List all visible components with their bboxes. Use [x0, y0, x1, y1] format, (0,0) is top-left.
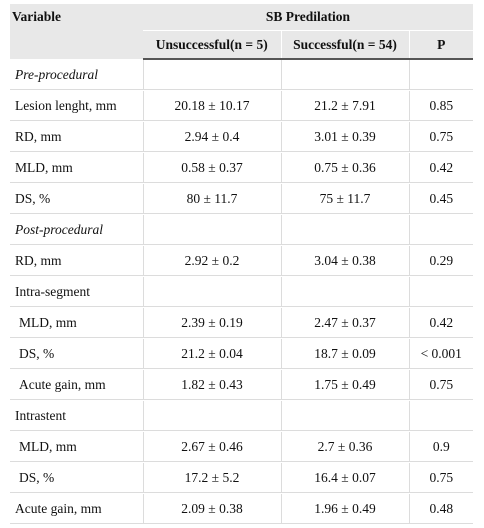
successful-value: 18.7 ± 0.09 — [281, 338, 410, 370]
p-value-header: P — [409, 30, 473, 60]
successful-value: 16.4 ± 0.07 — [281, 462, 410, 494]
table-row: Lesion lenght, mm 20.18 ± 10.17 21.2 ± 7.9… — [10, 90, 473, 122]
unsuccessful-value — [143, 59, 282, 91]
row-label: Post-procedural — [10, 214, 144, 246]
table-row: MLD, mm 2.67 ± 0.46 2.7 ± 0.36 0.9 — [10, 431, 473, 463]
p-value: 0.42 — [409, 152, 473, 184]
group-header: SB Predilation — [143, 4, 473, 31]
table-row: DS, % 21.2 ± 0.04 18.7 ± 0.09 < 0.001 — [10, 338, 473, 370]
p-value: < 0.001 — [409, 338, 473, 370]
p-value: 0.75 — [409, 369, 473, 401]
successful-value — [281, 400, 410, 432]
table-row: Acute gain, mm 1.82 ± 0.43 1.75 ± 0.49 0.75 — [10, 369, 473, 401]
table-row: DS, % 80 ± 11.7 75 ± 11.7 0.45 — [10, 183, 473, 215]
p-value: 0.29 — [409, 245, 473, 277]
row-label: Lesion lenght, mm — [10, 90, 144, 122]
row-label: Acute gain, mm — [10, 369, 144, 401]
unsuccessful-value: 2.39 ± 0.19 — [143, 307, 282, 339]
successful-value: 0.75 ± 0.36 — [281, 152, 410, 184]
successful-value: 2.47 ± 0.37 — [281, 307, 410, 339]
p-value: 0.45 — [409, 183, 473, 215]
row-label: Intra-segment — [10, 276, 144, 308]
successful-value: 21.2 ± 7.91 — [281, 90, 410, 122]
row-label: DS, % — [10, 462, 144, 494]
p-value: 0.75 — [409, 121, 473, 153]
table-row: Acute gain, mm 2.09 ± 0.38 1.96 ± 0.49 0.48 — [10, 493, 473, 525]
unsuccessful-value: 0.58 ± 0.37 — [143, 152, 282, 184]
unsuccessful-value: 2.67 ± 0.46 — [143, 431, 282, 463]
row-label: RD, mm — [10, 245, 144, 277]
row-label: DS, % — [10, 183, 144, 215]
successful-value: 2.7 ± 0.36 — [281, 431, 410, 463]
row-label: Intrastent — [10, 400, 144, 432]
unsuccessful-value — [143, 276, 282, 308]
p-value: 0.48 — [409, 493, 473, 525]
table-row: Post-procedural — [10, 214, 473, 246]
successful-value: 1.96 ± 0.49 — [281, 493, 410, 525]
row-label: MLD, mm — [10, 152, 144, 184]
p-value — [409, 59, 473, 91]
table-row: Intrastent — [10, 400, 473, 432]
p-value: 0.42 — [409, 307, 473, 339]
unsuccessful-value: 2.09 ± 0.38 — [143, 493, 282, 525]
table-row: MLD, mm 2.39 ± 0.19 2.47 ± 0.37 0.42 — [10, 307, 473, 339]
unsuccessful-value: 1.82 ± 0.43 — [143, 369, 282, 401]
row-label: DS, % — [10, 338, 144, 370]
unsuccessful-header: Unsuccessful(n = 5) — [143, 30, 282, 60]
table-header: Variable SB Predilation Unsuccessful(n =… — [10, 4, 473, 60]
variable-header: Variable — [10, 4, 143, 59]
p-value — [409, 400, 473, 432]
p-value: 0.85 — [409, 90, 473, 122]
unsuccessful-value: 20.18 ± 10.17 — [143, 90, 282, 122]
successful-header: Successful(n = 54) — [281, 30, 410, 60]
successful-value — [281, 59, 410, 91]
successful-value: 75 ± 11.7 — [281, 183, 410, 215]
unsuccessful-value: 17.2 ± 5.2 — [143, 462, 282, 494]
table-row: RD, mm 2.94 ± 0.4 3.01 ± 0.39 0.75 — [10, 121, 473, 153]
table-row: DS, % 17.2 ± 5.2 16.4 ± 0.07 0.75 — [10, 462, 473, 494]
p-value: 0.75 — [409, 462, 473, 494]
unsuccessful-value: 2.92 ± 0.2 — [143, 245, 282, 277]
row-label: Acute gain, mm — [10, 493, 144, 525]
row-label: MLD, mm — [10, 307, 144, 339]
row-label: Pre-procedural — [10, 59, 144, 91]
table-row: Pre-procedural — [10, 59, 473, 91]
unsuccessful-value — [143, 400, 282, 432]
results-table: Variable SB Predilation Unsuccessful(n =… — [10, 4, 473, 525]
unsuccessful-value — [143, 214, 282, 246]
unsuccessful-value: 21.2 ± 0.04 — [143, 338, 282, 370]
table-body: Pre-procedural Lesion lenght, mm 20.18 ± 1… — [10, 59, 473, 525]
table-row: RD, mm 2.92 ± 0.2 3.04 ± 0.38 0.29 — [10, 245, 473, 277]
successful-value: 1.75 ± 0.49 — [281, 369, 410, 401]
table-row: Intra-segment — [10, 276, 473, 308]
table-row: MLD, mm 0.58 ± 0.37 0.75 ± 0.36 0.42 — [10, 152, 473, 184]
unsuccessful-value: 2.94 ± 0.4 — [143, 121, 282, 153]
successful-value: 3.01 ± 0.39 — [281, 121, 410, 153]
p-value — [409, 214, 473, 246]
unsuccessful-value: 80 ± 11.7 — [143, 183, 282, 215]
successful-value — [281, 276, 410, 308]
p-value — [409, 276, 473, 308]
successful-value: 3.04 ± 0.38 — [281, 245, 410, 277]
row-label: MLD, mm — [10, 431, 144, 463]
row-label: RD, mm — [10, 121, 144, 153]
successful-value — [281, 214, 410, 246]
p-value: 0.9 — [409, 431, 473, 463]
